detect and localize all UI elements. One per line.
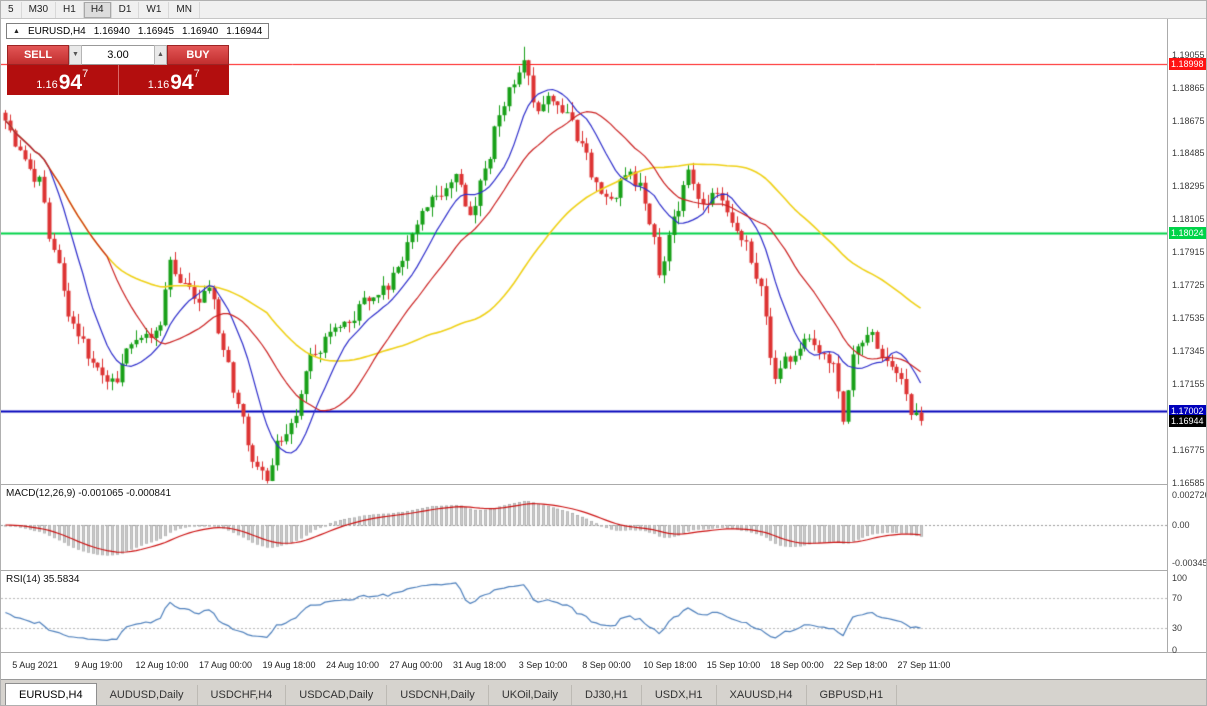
chart-tab-audusd-daily[interactable]: AUDUSD,Daily [97,685,198,705]
quote-open: 1.16940 [93,25,130,37]
current-price-label: 1.16944 [1169,414,1206,427]
price-tick: 1.17535 [1172,313,1205,324]
price-tick: 1.19055 [1172,49,1205,60]
macd-indicator-canvas[interactable] [1,486,1167,569]
panel-divider-rsi-time [1,652,1206,653]
time-axis-label: 17 Aug 00:00 [198,660,253,670]
timeframe-button-mn[interactable]: MN [169,1,200,18]
macd-tick: 0.00 [1172,520,1190,530]
rsi-indicator-canvas[interactable] [1,572,1167,651]
chart-tab-bar: EURUSD,H4 AUDUSD,Daily USDCHF,H4 USDCAD,Dai… [1,679,1206,705]
macd-label: MACD(12,26,9) -0.001065 -0.000841 [6,488,172,499]
main-chart-canvas[interactable] [1,19,1167,484]
sell-button[interactable]: SELL [7,45,69,65]
price-tick: 1.18675 [1172,115,1205,126]
resistance-price-label: 1.18998 [1169,58,1206,71]
sell-price-prefix: 1.16 [36,79,58,91]
chart-tab-usdx-h1[interactable]: USDX,H1 [642,685,717,705]
sell-price[interactable]: 1.16 94 7 [7,65,119,95]
time-axis-label: 9 Aug 19:00 [74,660,123,670]
time-axis-label: 12 Aug 10:00 [135,660,189,670]
volume-input[interactable]: 3.00 [82,45,154,65]
buy-price-prefix: 1.16 [147,79,170,91]
macd-tick: 0.002726 [1172,490,1207,500]
support-price-label-green: 1.18024 [1169,227,1206,240]
time-axis-label: 5 Aug 2021 [12,660,58,670]
rsi-tick: 30 [1172,622,1183,633]
chart-tab-ukoil-daily[interactable]: UKOil,Daily [489,685,573,705]
price-tick: 1.17345 [1172,346,1205,357]
time-axis-label: 18 Sep 00:00 [770,660,824,670]
rsi-tick: 70 [1172,592,1183,603]
timeframe-toolbar: 5 M30 H1 H4 D1 W1 MN [1,1,1206,19]
price-tick: 1.16585 [1172,478,1205,489]
time-axis-label: 8 Sep 00:00 [582,660,631,670]
time-axis-label: 10 Sep 18:00 [643,660,697,670]
time-axis-label: 22 Sep 18:00 [833,660,888,670]
timeframe-button-h4[interactable]: H4 [83,1,112,18]
quote-box: ▲ EURUSD,H4 1.16940 1.16945 1.16940 1.16… [6,23,270,39]
rsi-tick: 0 [1172,645,1178,655]
price-tick: 1.18865 [1172,82,1205,93]
buy-price[interactable]: 1.16 94 7 [119,65,230,95]
time-axis-label: 3 Sep 10:00 [518,660,568,670]
sell-price-big: 94 [58,71,83,94]
time-axis-label: 24 Aug 10:00 [325,660,380,670]
price-axis[interactable]: 1.19055 1.18865 1.18675 1.18485 1.18295 1.181… [1167,19,1207,655]
price-tick: 1.17725 [1172,280,1205,291]
timeframe-button-m30[interactable]: M30 [22,1,57,18]
timeframe-button-5[interactable]: 5 [1,1,22,18]
quote-symbol: EURUSD,H4 [27,25,86,37]
chart-tab-dj30-h1[interactable]: DJ30,H1 [572,685,642,705]
support-price-label-blue: 1.17002 [1169,404,1206,417]
price-tick: 1.17155 [1172,379,1205,390]
time-axis-label: 27 Sep 11:00 [897,660,951,670]
timeframe-button-w1[interactable]: W1 [139,1,170,18]
price-tick: 1.18295 [1172,181,1205,192]
timeframe-button-d1[interactable]: D1 [112,1,140,18]
price-tick: 1.18485 [1172,148,1205,159]
quote-low: 1.16940 [182,25,219,37]
one-click-collapse-icon[interactable]: ▲ [13,27,20,35]
chart-tab-xauusd-h4[interactable]: XAUUSD,H4 [717,685,807,705]
chart-tab-gbpusd-h1[interactable]: GBPUSD,H1 [807,685,898,705]
chart-tab-eurusd-h4[interactable]: EURUSD,H4 [5,683,97,705]
chart-tab-usdchf-h4[interactable]: USDCHF,H4 [198,685,287,705]
chart-tab-usdcnh-daily[interactable]: USDCNH,Daily [387,685,489,705]
macd-tick: -0.00345 [1172,557,1207,568]
chart-tab-usdcad-daily[interactable]: USDCAD,Daily [286,685,388,705]
price-tick: 1.16775 [1172,445,1205,456]
price-tick: 1.17915 [1172,247,1205,258]
buy-button[interactable]: BUY [167,45,229,65]
buy-price-sup: 7 [193,68,200,80]
one-click-trading-panel: SELL ▼ 3.00 ▲ BUY 1.16 94 7 1.16 94 7 [7,45,229,95]
volume-increase-button[interactable]: ▲ [154,45,167,65]
quote-close: 1.16944 [226,25,263,37]
sell-price-sup: 7 [82,68,89,80]
panel-divider-macd-rsi[interactable] [1,570,1206,571]
quote-high: 1.16945 [137,25,175,37]
price-tick: 1.18105 [1172,214,1205,225]
time-axis-label: 31 Aug 18:00 [452,660,507,670]
time-axis[interactable]: 5 Aug 2021 9 Aug 19:00 12 Aug 10:00 17 Aug … [1,653,1167,679]
volume-decrease-button[interactable]: ▼ [69,45,82,65]
buy-price-big: 94 [170,71,194,94]
timeframe-button-h1[interactable]: H1 [56,1,84,18]
time-axis-label: 19 Aug 18:00 [262,660,316,670]
time-axis-label: 15 Sep 10:00 [706,660,761,670]
panel-divider-main-macd[interactable] [1,484,1206,485]
time-axis-label: 27 Aug 00:00 [389,660,443,670]
chart-window-eurusd-h4: 1.19055 1.18865 1.18675 1.18485 1.18295 1.181… [1,19,1207,679]
rsi-tick: 100 [1172,573,1188,583]
rsi-label: RSI(14) 35.5834 [6,574,80,585]
